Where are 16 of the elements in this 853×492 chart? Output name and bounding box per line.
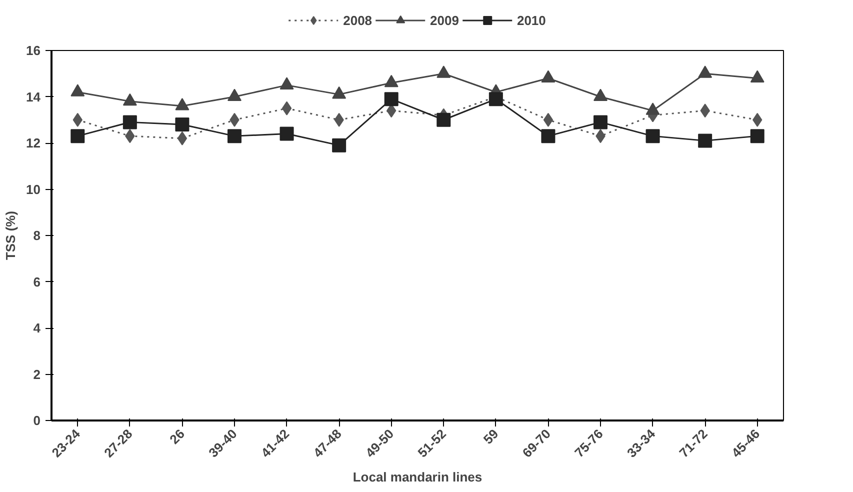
y-tick-label: 0 (33, 413, 41, 428)
y-tick-label: 10 (26, 182, 41, 197)
x-tick-label: 26 (166, 426, 188, 448)
y-tick-label: 16 (26, 43, 41, 58)
y-tick-label: 2 (33, 366, 41, 382)
legend-label: 2009 (430, 12, 459, 28)
y-tick-label: 12 (26, 136, 41, 150)
legend-label: 2008 (343, 12, 372, 28)
x-axis-title: Local mandarin lines (352, 469, 482, 484)
y-tick-label: 8 (33, 228, 41, 243)
legend-label: 2010 (516, 12, 546, 28)
y-tick-label: 6 (33, 274, 41, 290)
y-tick-label: 4 (33, 320, 42, 336)
x-tick-label: 59 (480, 426, 502, 448)
y-tick-label: 14 (26, 89, 42, 104)
y-axis-title: TSS (%) (3, 210, 18, 260)
